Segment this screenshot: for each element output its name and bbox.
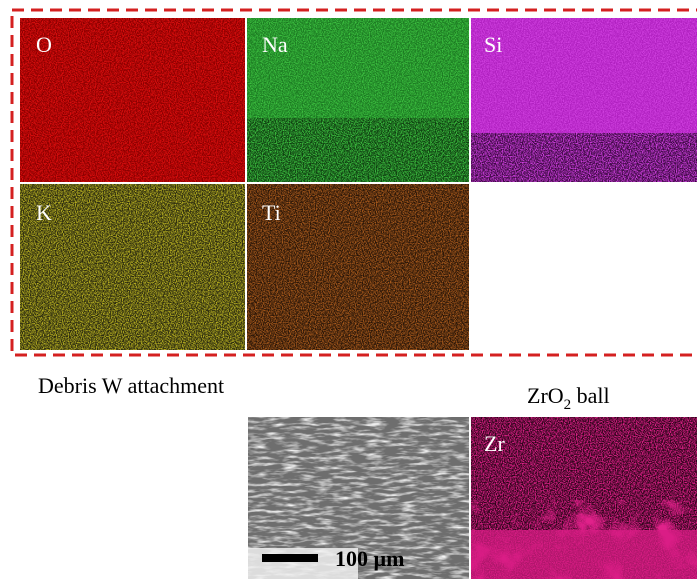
page: O Na Si K Ti Debris W attachment ZrO2 ba… (0, 0, 697, 579)
figure: O Na Si K Ti Debris W attachment ZrO2 ba… (0, 0, 697, 579)
map-label: Ti (262, 200, 281, 225)
scale-label: 100 µm (335, 546, 405, 571)
map-label: Si (484, 32, 502, 57)
map-label: Na (262, 32, 288, 57)
map-si: Si (471, 18, 697, 182)
map-na: Na (247, 18, 469, 182)
map-ti: Ti (247, 184, 469, 350)
map-label: O (36, 32, 52, 57)
sem-image: 100 µm (248, 417, 469, 579)
map-o: O (20, 18, 245, 182)
map-zr: Zr (471, 417, 697, 579)
caption-prefix: ZrO (527, 383, 564, 408)
map-k: K (20, 184, 245, 350)
caption-right: ZrO2 ball (527, 383, 610, 413)
caption-suffix: ball (571, 383, 610, 408)
map-label: Zr (484, 431, 505, 456)
map-label: K (36, 200, 52, 225)
caption-subscript: 2 (564, 397, 572, 413)
caption-left: Debris W attachment (38, 373, 224, 398)
